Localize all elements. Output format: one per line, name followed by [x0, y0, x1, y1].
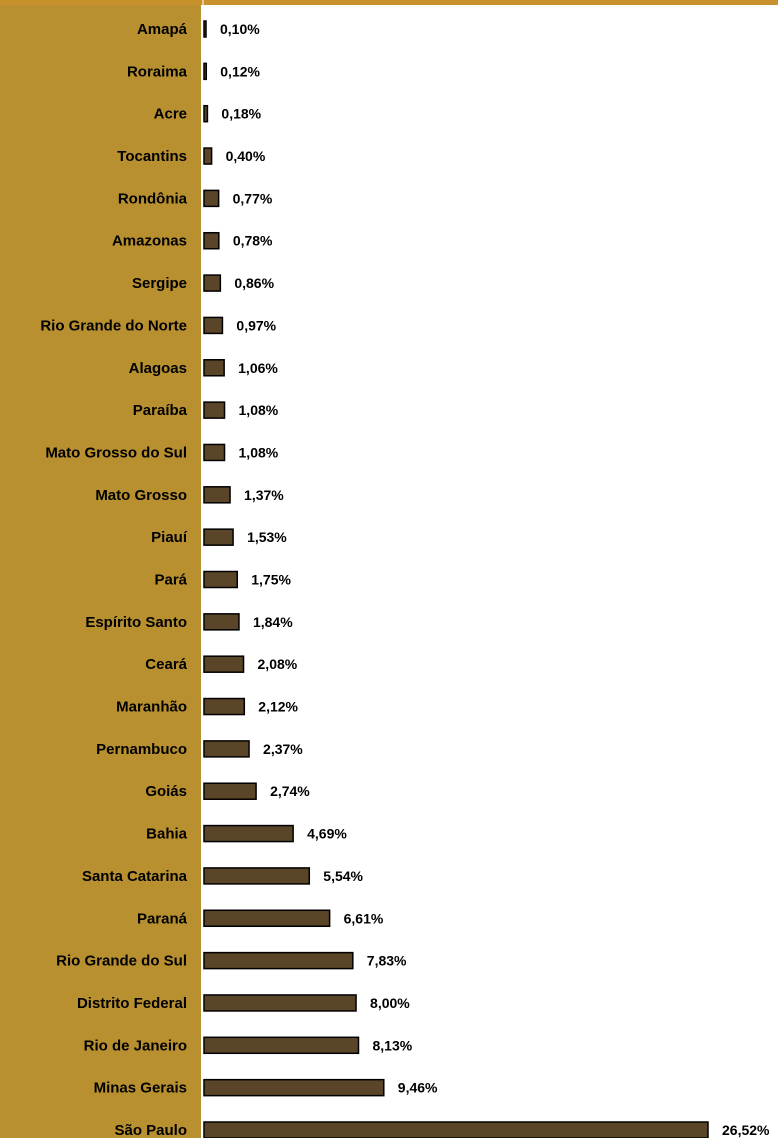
- value-label: 6,61%: [344, 910, 384, 926]
- category-label: Sergipe: [132, 275, 187, 292]
- value-label: 1,75%: [251, 572, 291, 588]
- bar: [203, 655, 245, 673]
- category-label: Rio Grande do Norte: [40, 317, 187, 334]
- value-label: 0,86%: [234, 275, 274, 291]
- category-label: Ceará: [145, 656, 187, 673]
- category-labels: Amapá Roraima Acre Tocantins Rondônia Amazona…: [40, 21, 188, 1138]
- bar: [203, 1121, 709, 1138]
- bar: [203, 62, 208, 81]
- value-labels: 0,10% 0,12% 0,18% 0,40% 0,77% 0,78% 0,86% 0,97%…: [220, 21, 770, 1138]
- bar: [203, 613, 240, 631]
- bar: [203, 909, 331, 928]
- category-label: Goiás: [145, 783, 187, 800]
- value-label: 0,12%: [220, 63, 260, 79]
- category-label: Mato Grosso: [95, 487, 187, 504]
- value-label: 4,69%: [307, 826, 347, 842]
- bar: [203, 189, 220, 208]
- bar: [203, 359, 225, 377]
- category-label: Alagoas: [129, 360, 187, 377]
- category-label: Tocantins: [117, 148, 187, 165]
- value-label: 0,40%: [226, 148, 266, 164]
- category-label: Rio Grande do Sul: [56, 953, 187, 970]
- bar: [203, 1036, 360, 1055]
- top-border: [0, 0, 778, 5]
- value-label: 5,54%: [323, 868, 363, 884]
- bar: [203, 20, 207, 38]
- bar: [203, 867, 311, 885]
- category-label: Espírito Santo: [85, 614, 187, 631]
- bar: [203, 994, 357, 1012]
- value-label: 1,53%: [247, 529, 287, 545]
- value-label: 2,74%: [270, 783, 310, 799]
- category-label: Amazonas: [112, 233, 187, 250]
- value-label: 2,37%: [263, 741, 303, 757]
- value-label: 2,08%: [258, 656, 298, 672]
- bar: [203, 697, 246, 716]
- value-label: 1,08%: [239, 444, 279, 460]
- category-label: Rio de Janeiro: [84, 1037, 187, 1054]
- category-label: Acre: [154, 106, 187, 123]
- bars: [203, 20, 709, 1138]
- category-label: Roraima: [127, 63, 188, 80]
- value-label: 1,84%: [253, 614, 293, 630]
- bar: [203, 104, 209, 123]
- value-label: 9,46%: [398, 1080, 438, 1096]
- category-label: Santa Catarina: [82, 868, 188, 885]
- value-label: 0,10%: [220, 21, 260, 37]
- bar: [203, 951, 354, 970]
- category-label: Minas Gerais: [94, 1080, 187, 1097]
- value-label: 0,18%: [221, 106, 261, 122]
- value-label: 0,97%: [236, 317, 276, 333]
- category-label: Bahia: [146, 826, 188, 843]
- category-label: Distrito Federal: [77, 995, 187, 1012]
- category-label: Pernambuco: [96, 741, 187, 758]
- bar: [203, 528, 234, 546]
- value-label: 1,37%: [244, 487, 284, 503]
- bar: [203, 401, 226, 419]
- bar: [203, 231, 220, 250]
- value-label: 1,06%: [238, 360, 278, 376]
- bar: [203, 1078, 385, 1097]
- value-label: 7,83%: [367, 953, 407, 969]
- category-label-panel: [0, 0, 201, 1138]
- category-label: Amapá: [137, 21, 188, 38]
- bar: [203, 782, 257, 800]
- value-label: 0,78%: [233, 233, 273, 249]
- category-label: Maranhão: [116, 699, 187, 716]
- category-label: Paraná: [137, 910, 188, 927]
- bar: [203, 443, 226, 462]
- bar: [203, 316, 224, 335]
- value-label: 0,77%: [233, 190, 273, 206]
- bar: [203, 740, 250, 758]
- category-label: Pará: [154, 572, 187, 589]
- value-label: 8,13%: [373, 1037, 413, 1053]
- bar: [203, 147, 213, 165]
- category-label: São Paulo: [114, 1122, 187, 1138]
- bar: [203, 274, 222, 292]
- bar: [203, 570, 239, 589]
- category-label: Mato Grosso do Sul: [45, 444, 187, 461]
- value-label: 1,08%: [239, 402, 279, 418]
- value-label: 26,52%: [722, 1122, 770, 1138]
- category-label: Piauí: [151, 529, 188, 546]
- bar: [203, 824, 294, 843]
- bar: [203, 486, 231, 504]
- value-label: 2,12%: [258, 699, 298, 715]
- category-label: Rondônia: [118, 190, 188, 207]
- category-label: Paraíba: [133, 402, 188, 419]
- value-label: 8,00%: [370, 995, 410, 1011]
